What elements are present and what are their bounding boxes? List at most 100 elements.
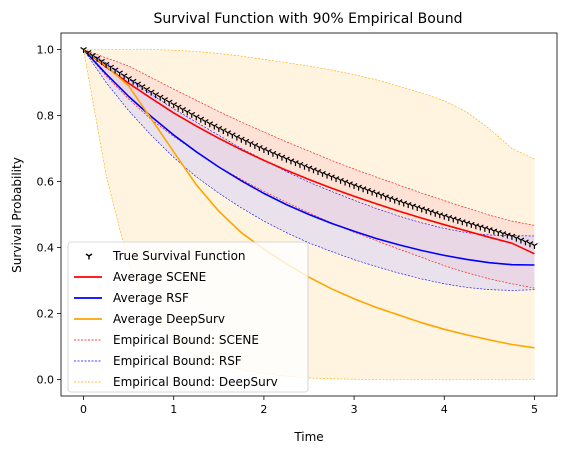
true-survival-point xyxy=(332,176,340,183)
true-survival-point xyxy=(242,138,250,145)
true-survival-point xyxy=(197,116,205,123)
true-survival-point xyxy=(373,191,380,198)
x-tick-label: 0 xyxy=(80,403,87,416)
true-survival-point xyxy=(107,64,114,71)
legend-label: Average DeepSurv xyxy=(113,312,225,326)
legend-label: Empirical Bound: SCENE xyxy=(113,333,259,347)
true-survival-point xyxy=(183,109,191,116)
true-survival-point xyxy=(310,167,317,174)
true-survival-point xyxy=(174,104,182,111)
line-average-scene xyxy=(83,48,535,255)
band-upper-empirical-bound-deepsurv xyxy=(83,49,535,160)
true-survival-point xyxy=(98,58,105,65)
true-survival-point xyxy=(328,174,335,181)
legend-entry-true-survival-function: True Survival Function xyxy=(85,249,246,263)
true-survival-point xyxy=(219,128,227,135)
true-survival-point xyxy=(431,210,439,217)
y-tick-label: 1.0 xyxy=(37,44,55,57)
y-axis-ticks: 0.0 0.2 0.4 0.6 0.8 1.0 xyxy=(37,44,61,387)
true-survival-point xyxy=(134,81,141,88)
true-survival-point xyxy=(467,221,475,228)
true-survival-point xyxy=(531,243,538,250)
true-survival-point xyxy=(179,106,187,113)
true-survival-point xyxy=(377,192,385,199)
true-survival-point xyxy=(188,111,196,118)
true-survival-point xyxy=(80,47,87,53)
true-survival-point xyxy=(472,223,480,230)
true-survival-point xyxy=(463,220,471,227)
true-survival-point xyxy=(517,237,525,244)
band-lower-empirical-bound-rsf xyxy=(83,49,535,291)
band-fill-empirical-bound-rsf xyxy=(83,49,535,291)
true-survival-point xyxy=(251,142,259,149)
true-survival-point xyxy=(337,177,344,184)
true-survival-point xyxy=(210,123,218,130)
true-survival-point xyxy=(508,233,516,240)
y-tick-label: 0.2 xyxy=(37,308,55,321)
true-survival-point xyxy=(341,179,349,186)
true-survival-point xyxy=(445,215,453,222)
true-survival-point xyxy=(305,165,313,172)
true-survival-point xyxy=(165,99,173,106)
true-survival-point xyxy=(409,203,417,210)
true-survival-point xyxy=(490,228,498,235)
legend-entry-empirical-bound-scene: Empirical Bound: SCENE xyxy=(74,333,259,347)
true-survival-point xyxy=(215,125,223,132)
y-axis-label: Survival Probability xyxy=(10,157,24,273)
true-survival-point xyxy=(413,204,421,211)
band-lower-empirical-bound-scene xyxy=(83,49,535,289)
true-survival-point xyxy=(247,140,254,147)
legend-box xyxy=(67,241,309,393)
x-tick-label: 3 xyxy=(351,403,358,416)
x-tick-label: 4 xyxy=(441,403,448,416)
true-survival-point xyxy=(486,227,493,234)
legend: True Survival Function Average SCENE Avera… xyxy=(67,241,309,393)
true-survival-point xyxy=(229,132,236,139)
true-survival-point xyxy=(477,224,484,231)
true-survival-point xyxy=(386,195,394,202)
true-survival-point xyxy=(125,76,132,83)
true-survival-point xyxy=(323,172,331,179)
true-survival-point xyxy=(499,231,507,238)
true-survival-point xyxy=(170,102,178,109)
true-survival-point xyxy=(120,73,128,80)
true-survival-point xyxy=(513,235,520,242)
true-survival-point xyxy=(129,78,137,85)
true-survival-point xyxy=(265,148,272,155)
true-survival-point xyxy=(382,194,389,201)
x-axis-label: Time xyxy=(293,430,323,444)
true-survival-point xyxy=(102,61,110,68)
band-upper-empirical-bound-scene xyxy=(83,49,535,226)
true-survival-point xyxy=(522,239,529,246)
true-survival-point xyxy=(269,150,277,157)
y-tick-label: 0.0 xyxy=(37,374,55,387)
true-survival-point xyxy=(391,197,399,204)
true-survival-point xyxy=(404,202,412,209)
true-survival-point xyxy=(192,114,200,121)
true-survival-point xyxy=(495,229,502,236)
true-survival-point xyxy=(319,170,326,177)
legend-entry-empirical-bound-rsf: Empirical Bound: RSF xyxy=(74,354,242,368)
true-survival-point xyxy=(427,209,435,216)
true-survival-point xyxy=(260,146,268,153)
legend-label: Empirical Bound: DeepSurv xyxy=(113,375,278,389)
true-survival-point xyxy=(454,217,462,224)
true-survival-point xyxy=(156,94,164,101)
true-survival-point xyxy=(138,84,146,91)
true-survival-point xyxy=(481,225,489,232)
legend-label: True Survival Function xyxy=(112,249,246,263)
true-survival-point xyxy=(283,156,290,163)
true-survival-point xyxy=(201,118,209,125)
true-survival-point xyxy=(233,134,241,141)
true-survival-point xyxy=(314,169,322,176)
true-survival-point xyxy=(238,136,245,143)
true-survival-point xyxy=(400,200,408,207)
true-survival-point xyxy=(93,55,101,62)
true-survival-point xyxy=(422,207,430,214)
true-survival-point xyxy=(368,189,376,196)
legend-entry-average-scene: Average SCENE xyxy=(74,270,206,284)
line-average-rsf xyxy=(82,48,535,266)
true-survival-point xyxy=(287,158,295,165)
plot-area-frame xyxy=(60,32,558,397)
